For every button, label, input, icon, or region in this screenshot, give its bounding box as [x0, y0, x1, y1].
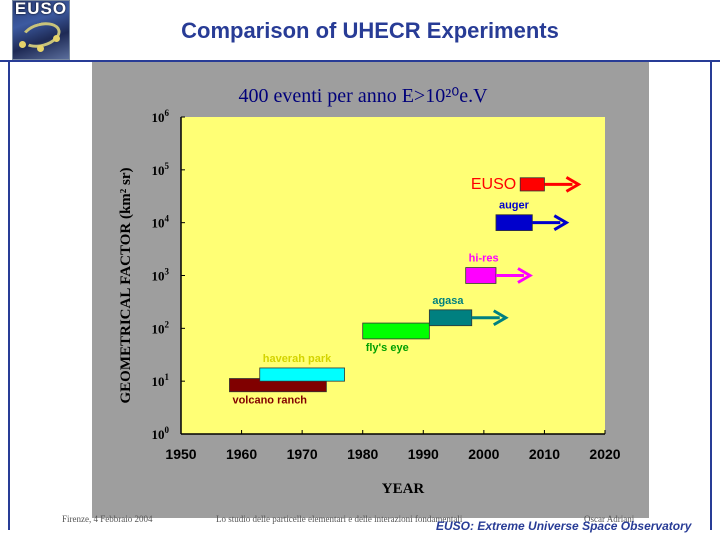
experiment-label: agasa — [432, 295, 464, 307]
experiment-label: fly's eye — [366, 342, 409, 354]
footer-talk-title: Lo studio delle particelle elementari e … — [216, 514, 463, 524]
euso-logo: EUSO — [12, 0, 70, 60]
experiment-label: haverah park — [263, 353, 332, 365]
experiment-arrow-head — [553, 214, 570, 231]
x-tick-label: 1960 — [226, 446, 257, 462]
experiment-arrow-head — [492, 309, 509, 327]
footer-author: Oscar Adriani — [584, 514, 635, 524]
x-axis-label: YEAR — [382, 481, 425, 497]
uhecr-comparison-chart: 400 eventi per anno E>10²⁰e.V10010110210… — [92, 62, 649, 518]
logo-star — [19, 41, 26, 48]
x-tick-label: 1950 — [165, 446, 196, 462]
experiment-bar — [465, 267, 497, 284]
left-border-line — [8, 60, 10, 530]
experiment-label: volcano ranch — [232, 395, 307, 407]
logo-star — [37, 45, 44, 52]
title-divider — [0, 60, 720, 62]
x-tick-label: 1970 — [287, 446, 318, 462]
experiment-bar — [259, 367, 345, 382]
footer-date: Firenze, 4 Febbraio 2004 — [62, 514, 153, 524]
x-tick-label: 2000 — [468, 446, 499, 462]
experiment-arrow-head — [565, 176, 582, 193]
x-tick-label: 2020 — [589, 446, 620, 462]
chart-container: 400 eventi per anno E>10²⁰e.V 100 101 102 10… — [92, 62, 649, 518]
experiment-bar — [428, 309, 473, 327]
logo-text: EUSO — [14, 0, 68, 18]
y-axis-label: GEOMETRICAL FACTOR (km² sr) — [118, 167, 134, 403]
experiment-bar — [519, 177, 545, 192]
x-tick-label: 1990 — [408, 446, 439, 462]
experiment-bar — [362, 322, 430, 340]
chart-title: 400 eventi per anno E>10²⁰e.V — [238, 85, 488, 107]
x-tick-label: 1980 — [347, 446, 378, 462]
slide-title: Comparison of UHECR Experiments — [181, 18, 559, 43]
experiment-label: hi-res — [469, 253, 499, 265]
experiment-label: EUSO — [471, 176, 516, 193]
euso-tagline: EUSO: Extreme Universe Space Observatory — [436, 519, 692, 533]
right-border-line — [710, 60, 712, 530]
x-tick-label: 2010 — [529, 446, 560, 462]
logo-star — [53, 35, 60, 42]
experiment-label: auger — [499, 200, 530, 212]
experiment-bar — [495, 214, 533, 231]
experiment-arrow-head — [517, 267, 533, 284]
